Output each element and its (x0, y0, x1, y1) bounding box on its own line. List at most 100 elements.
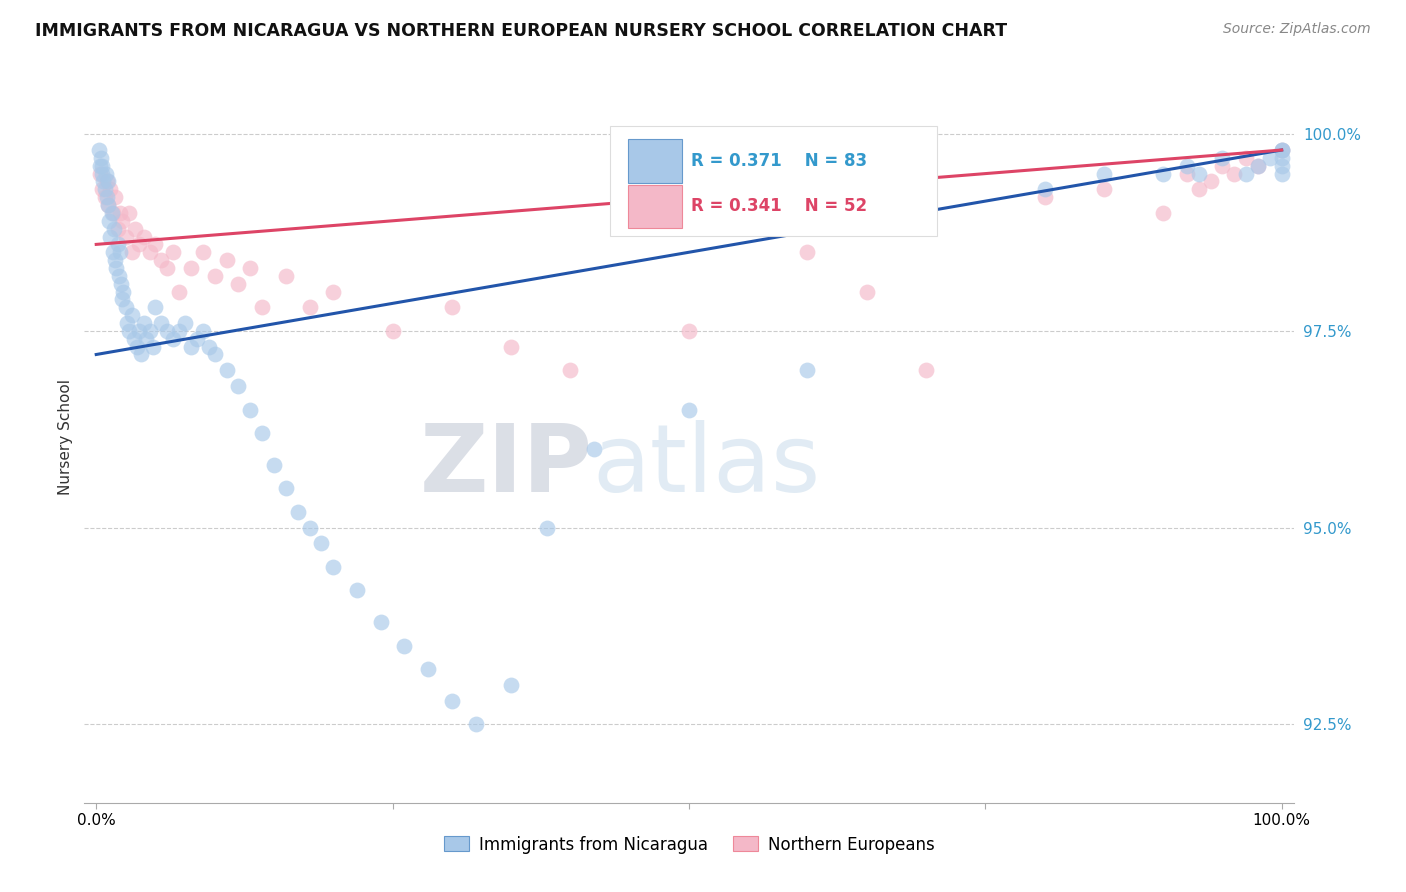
Point (150, 253, 173, 268)
FancyBboxPatch shape (628, 139, 682, 183)
Point (1271, 143, 1294, 157)
Point (418, 662, 440, 676)
Point (1247, 159, 1270, 173)
Point (311, 536, 333, 550)
Point (98, 214, 121, 228)
Point (93, 190, 115, 204)
Point (1211, 159, 1233, 173)
Point (162, 332, 184, 346)
Point (101, 206, 124, 220)
Point (150, 316, 173, 330)
Point (1152, 206, 1174, 220)
Point (115, 301, 138, 315)
Point (536, 520, 558, 534)
Point (239, 402, 262, 417)
Point (135, 332, 157, 346)
Point (112, 285, 135, 299)
Point (145, 301, 167, 315)
Point (440, 693, 463, 707)
Point (138, 324, 160, 338)
Point (501, 678, 523, 692)
Point (97, 174, 120, 188)
Point (174, 316, 197, 330)
Point (180, 340, 202, 354)
Text: R = 0.341    N = 52: R = 0.341 N = 52 (692, 197, 868, 215)
Point (1175, 167, 1198, 181)
Point (215, 253, 238, 268)
Point (1271, 143, 1294, 157)
Point (322, 285, 344, 299)
Point (191, 245, 214, 260)
Point (138, 245, 160, 260)
Point (118, 324, 141, 338)
Point (115, 229, 138, 244)
Point (370, 615, 392, 629)
Text: R = 0.371    N = 83: R = 0.371 N = 83 (692, 152, 868, 169)
Point (678, 402, 700, 417)
Point (228, 277, 250, 291)
Point (298, 520, 321, 534)
Point (104, 190, 127, 204)
Point (122, 332, 145, 346)
Point (1175, 159, 1198, 173)
Point (100, 182, 122, 196)
Point (228, 379, 250, 393)
Point (96, 190, 118, 204)
Point (145, 237, 167, 252)
Point (796, 245, 818, 260)
Point (108, 206, 131, 220)
Point (1271, 143, 1294, 157)
Point (204, 268, 226, 283)
Point (87, 143, 110, 157)
Point (204, 347, 226, 361)
Point (101, 245, 124, 260)
Point (464, 717, 486, 731)
Point (118, 206, 141, 220)
Point (91, 159, 114, 173)
Point (115, 316, 138, 330)
Point (91, 174, 114, 188)
Point (125, 340, 148, 354)
Point (239, 260, 262, 275)
Text: atlas: atlas (592, 420, 821, 512)
Point (1033, 182, 1056, 196)
Point (501, 340, 523, 354)
Point (583, 442, 606, 456)
Point (111, 214, 134, 228)
Point (855, 285, 877, 299)
Point (104, 253, 127, 268)
Point (1092, 167, 1115, 181)
Point (346, 583, 368, 598)
Legend: Immigrants from Nicaragua, Northern Europeans: Immigrants from Nicaragua, Northern Euro… (437, 829, 941, 860)
Point (274, 268, 297, 283)
Point (142, 340, 165, 354)
Text: IMMIGRANTS FROM NICARAGUA VS NORTHERN EUROPEAN NURSERY SCHOOL CORRELATION CHART: IMMIGRANTS FROM NICARAGUA VS NORTHERN EU… (35, 22, 1007, 40)
Point (298, 301, 321, 315)
Point (100, 206, 122, 220)
Point (128, 324, 150, 338)
Point (1211, 151, 1233, 165)
Point (1033, 190, 1056, 204)
Point (1258, 151, 1281, 165)
Point (796, 363, 818, 377)
Point (129, 347, 152, 361)
Point (132, 316, 155, 330)
Point (1188, 182, 1211, 196)
Point (1271, 167, 1294, 181)
Point (678, 324, 700, 338)
FancyBboxPatch shape (610, 126, 936, 235)
Point (1152, 167, 1174, 181)
Point (156, 260, 179, 275)
Point (1234, 151, 1257, 165)
Point (167, 285, 190, 299)
Point (108, 245, 131, 260)
Point (180, 260, 202, 275)
Point (103, 221, 125, 235)
Point (94, 167, 117, 181)
Point (1247, 159, 1270, 173)
Point (162, 245, 184, 260)
Point (96, 174, 118, 188)
Point (1271, 159, 1294, 173)
Point (100, 229, 122, 244)
Point (110, 277, 132, 291)
